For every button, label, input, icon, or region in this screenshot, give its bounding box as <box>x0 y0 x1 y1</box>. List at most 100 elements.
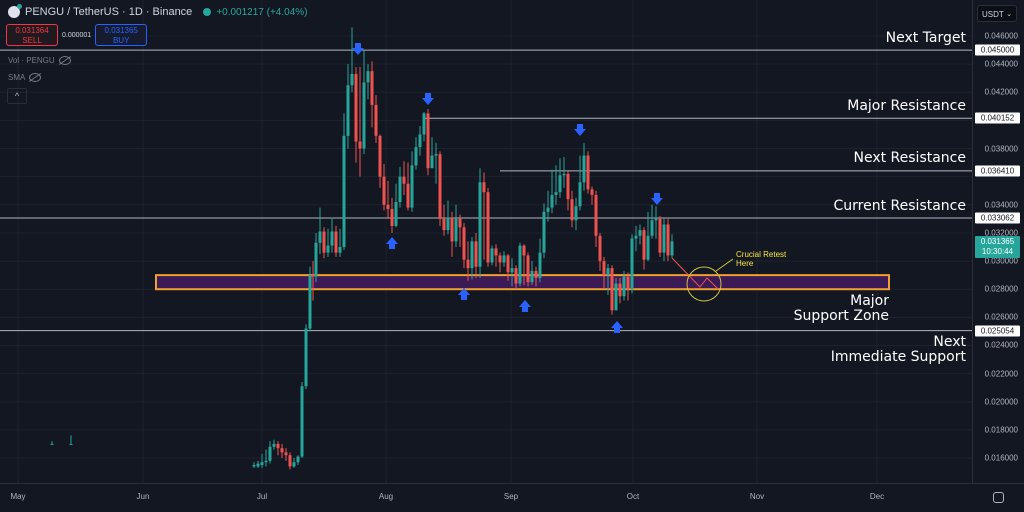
candle-body <box>590 189 594 195</box>
price-tick: 0.028000 <box>984 284 1018 294</box>
price-axis[interactable]: USDT ⌄ 0.046000 0.044000 0.042000 0.038000 0… <box>972 0 1024 483</box>
candle-body <box>538 252 542 278</box>
eye-hidden-icon[interactable] <box>58 56 71 65</box>
arrow-up-icon <box>386 237 398 249</box>
candle-body <box>606 268 610 276</box>
candle-body <box>486 192 490 263</box>
sell-button[interactable]: 0.031364 SELL <box>6 24 58 46</box>
time-tick: Dec <box>869 492 885 501</box>
candle-body <box>466 259 470 269</box>
price-tick: 0.046000 <box>984 31 1018 41</box>
currency-select[interactable]: USDT ⌄ <box>977 5 1017 22</box>
candle-body <box>598 235 602 262</box>
candle-body <box>338 247 342 253</box>
eye-hidden-icon[interactable] <box>29 73 42 82</box>
projection-path <box>671 257 719 290</box>
price-tick: 0.016000 <box>984 453 1018 463</box>
level-label-next-resistance: 0.036410 <box>975 165 1020 177</box>
candle-body <box>522 245 526 256</box>
candle-body <box>602 261 606 276</box>
candle-body <box>662 224 666 253</box>
chevron-down-icon: ⌄ <box>1006 11 1012 18</box>
label-major-support-line2: Support Zone <box>793 308 889 324</box>
candle-body <box>304 328 308 387</box>
price-tick: 0.024000 <box>984 340 1018 350</box>
chevron-up-icon: ^ <box>14 91 20 101</box>
label-crucial-line2: Here <box>736 259 754 268</box>
label-major-support-line1: Major <box>850 293 889 309</box>
collapse-legend-button[interactable]: ^ <box>7 88 27 104</box>
candle-body <box>470 241 474 269</box>
symbol-header: PENGU / TetherUS · 1D · Binance +0.00121… <box>8 4 308 18</box>
candle-body <box>276 443 280 449</box>
candle-body <box>318 231 322 243</box>
arrow-down-icon <box>352 43 364 55</box>
settings-icon[interactable] <box>993 492 1004 503</box>
candle-body <box>594 194 598 236</box>
candle-body <box>346 85 350 136</box>
candle-body <box>374 104 378 136</box>
candle-body <box>311 275 315 277</box>
candle-body <box>330 231 334 246</box>
candle-body <box>526 255 530 283</box>
major-support-zone <box>155 274 890 291</box>
buy-button[interactable]: 0.031365 BUY <box>95 24 148 46</box>
level-label-next-support: 0.025054 <box>975 325 1020 337</box>
price-chart[interactable] <box>0 0 972 483</box>
candle-body <box>494 248 498 256</box>
currency-value: USDT <box>982 10 1004 19</box>
candle-body <box>666 224 670 256</box>
candle-body <box>558 175 562 193</box>
candle-body <box>618 283 622 297</box>
candle-body <box>450 217 454 242</box>
candle-body <box>582 155 586 183</box>
time-axis[interactable]: May Jun Jul Aug Sep Oct Nov Dec <box>0 483 1024 512</box>
candle-body <box>554 192 558 195</box>
indicator-sma[interactable]: SMA <box>8 73 42 82</box>
bar-countdown: 10:30:44 <box>981 247 1014 256</box>
symbol-title[interactable]: PENGU / TetherUS · 1D · Binance <box>25 6 193 18</box>
candle-body <box>566 173 570 200</box>
label-next-target: Next Target <box>885 30 966 46</box>
candle-body <box>296 456 300 463</box>
pengu-logo-icon <box>8 4 22 18</box>
candle-body <box>454 218 458 242</box>
candle-body <box>546 207 550 212</box>
price-tick: 0.030000 <box>984 256 1018 266</box>
candle-body <box>542 211 546 253</box>
candle-body <box>654 218 658 221</box>
label-major-support-zone: Major Support Zone <box>794 294 889 324</box>
candle-body <box>458 218 462 228</box>
candle-body <box>378 135 382 177</box>
candle-body <box>482 182 486 193</box>
candle-body <box>510 268 514 273</box>
candle-body <box>342 135 346 248</box>
retest-circle <box>686 266 722 302</box>
candle-body <box>650 220 654 236</box>
label-next-resistance: Next Resistance <box>853 150 966 166</box>
label-next-support: Next Immediate Support <box>831 335 966 365</box>
candle-body <box>410 165 414 208</box>
indicator-volume[interactable]: Vol · PENGU <box>8 56 71 65</box>
candle-body <box>550 194 554 208</box>
candle-body <box>326 245 330 253</box>
arrow-up-icon <box>611 321 623 333</box>
price-tick: 0.032000 <box>984 228 1018 238</box>
level-label-major-resistance: 0.040152 <box>975 112 1020 124</box>
price-tick: 0.038000 <box>984 144 1018 154</box>
candle-body <box>438 154 442 219</box>
time-tick: Jul <box>256 492 268 501</box>
candle-body <box>350 73 354 86</box>
price-tick: 0.026000 <box>984 312 1018 322</box>
trade-buttons: 0.031364 SELL 0.000001 0.031365 BUY <box>6 24 148 46</box>
candle-body <box>498 255 502 263</box>
candle-body <box>586 155 590 190</box>
candle-body <box>630 238 634 290</box>
time-tick: Jun <box>136 492 150 501</box>
candle-body <box>446 217 450 231</box>
chart-pane[interactable]: PENGU / TetherUS · 1D · Binance +0.00121… <box>0 0 972 483</box>
candle-body <box>506 255 510 273</box>
candle-body <box>638 230 642 236</box>
candle-body <box>300 386 304 457</box>
candle-body <box>634 235 638 239</box>
